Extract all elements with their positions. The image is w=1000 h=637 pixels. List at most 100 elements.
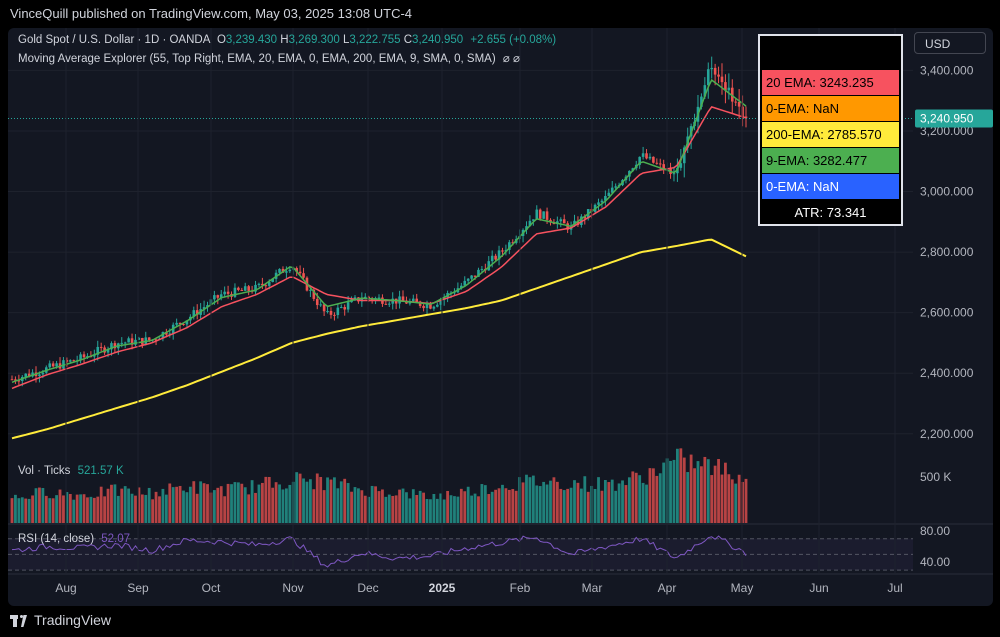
candle-body — [223, 291, 226, 295]
volume-bar — [456, 496, 460, 523]
candle-body — [367, 296, 371, 299]
currency-button[interactable]: USD — [914, 32, 986, 54]
candle-body — [600, 200, 604, 203]
volume-bar — [442, 499, 446, 523]
volume-bar — [140, 494, 144, 523]
candle-body — [185, 320, 189, 325]
time-tick-label: Jul — [887, 581, 902, 595]
indicator-legend[interactable]: Moving Average Explorer (55, Top Right, … — [18, 51, 520, 65]
volume-bar — [741, 481, 744, 523]
candle-body — [741, 106, 744, 117]
volume-bar — [223, 496, 227, 523]
time-tick-label: Apr — [658, 581, 677, 595]
candle-body — [48, 363, 52, 368]
candle-body — [278, 268, 281, 273]
volume-bar — [281, 489, 285, 523]
volume-bar — [538, 486, 542, 523]
candle-body — [257, 283, 261, 285]
candle-body — [175, 322, 178, 325]
volume-bar — [99, 486, 103, 523]
rsi-tick-label: 80.00 — [920, 524, 950, 538]
volume-bar — [696, 461, 700, 523]
time-tick-label: Aug — [55, 581, 76, 595]
volume-bar — [326, 477, 329, 523]
volume-bar — [75, 494, 79, 523]
ma-info-box: 20 EMA: 3243.235 0-EMA: NaN 200-EMA: 278… — [758, 34, 903, 226]
ma-row-ema9-label: 9-EMA: 3282.477 — [766, 153, 868, 168]
volume-bar — [480, 484, 484, 523]
candle-body — [672, 173, 676, 175]
candle-body — [724, 82, 727, 91]
volume-bar — [521, 482, 525, 523]
volume-tick-label: 500 K — [920, 470, 951, 484]
candle-body — [55, 363, 58, 367]
candle-body — [96, 346, 100, 355]
volume-bar — [394, 495, 398, 523]
volume-bar — [175, 486, 179, 523]
volume-bar — [713, 465, 717, 523]
volume-bar — [195, 493, 199, 523]
close-value: 3,240.950 — [412, 34, 464, 46]
volume-value: 521.57 K — [77, 465, 124, 477]
candle-body — [298, 271, 302, 274]
volume-bar — [212, 490, 216, 523]
price-tick-label: 2,200.000 — [920, 427, 974, 441]
candle-body — [706, 69, 710, 86]
candle-body — [415, 298, 419, 302]
volume-bar — [497, 488, 501, 523]
tradingview-logo[interactable]: TradingView — [10, 612, 111, 628]
volume-bar — [206, 484, 209, 523]
volume-bar — [559, 488, 563, 523]
candle-body — [737, 101, 741, 107]
volume-bar — [710, 475, 714, 523]
volume-bar — [134, 495, 137, 523]
volume-bar — [429, 499, 432, 523]
candle-body — [127, 338, 130, 343]
volume-bar — [278, 484, 281, 523]
candle-body — [322, 304, 326, 312]
volume-bar — [734, 483, 738, 523]
volume-bar — [617, 483, 621, 523]
volume-bar — [610, 479, 614, 523]
volume-bar — [123, 486, 127, 523]
candle-body — [41, 372, 45, 375]
volume-bar — [219, 486, 223, 523]
candle-body — [285, 271, 288, 273]
candle-body — [377, 297, 381, 299]
candle-body — [192, 310, 196, 317]
volume-bar — [336, 488, 340, 523]
chart-svg[interactable]: 3,400.0003,200.0003,000.0002,800.0002,60… — [8, 28, 993, 606]
rsi-legend[interactable]: RSI (14, close) 52.07 — [18, 533, 130, 545]
candle-body — [233, 287, 237, 297]
candle-body — [288, 269, 292, 272]
ohlc-legend: Gold Spot / U.S. Dollar · 1D · OANDA O3,… — [18, 34, 556, 46]
volume-bar — [24, 498, 28, 523]
time-tick-label: Jun — [809, 581, 828, 595]
volume-bar — [720, 474, 724, 523]
change-value: +2.655 (+0.08%) — [470, 34, 557, 46]
volume-bar — [31, 495, 34, 523]
volume-bar — [703, 456, 707, 523]
ma-row-ema20-label: 20 EMA: 3243.235 — [766, 75, 874, 90]
candle-body — [343, 307, 347, 310]
candle-body — [597, 202, 600, 205]
volume-bar — [432, 493, 436, 523]
candle-body — [720, 76, 724, 83]
volume-legend[interactable]: Vol · Ticks 521.57 K — [18, 465, 124, 477]
volume-bar — [240, 483, 244, 523]
symbol-title[interactable]: Gold Spot / U.S. Dollar · 1D · OANDA — [18, 34, 210, 46]
volume-bar — [411, 489, 415, 523]
indicator-title[interactable]: Moving Average Explorer (55, Top Right, … — [18, 53, 496, 65]
candle-body — [473, 275, 477, 277]
candle-body — [508, 242, 511, 250]
volume-bar — [501, 484, 504, 523]
candle-body — [466, 278, 470, 281]
volume-bar — [86, 497, 89, 523]
candle-body — [219, 294, 223, 298]
volume-bar — [92, 497, 96, 523]
volume-bar — [603, 479, 607, 523]
volume-bar — [545, 484, 549, 523]
volume-bar — [631, 471, 635, 523]
ma-row-ema200-label: 200-EMA: 2785.570 — [766, 127, 882, 142]
volume-bar — [607, 482, 611, 523]
